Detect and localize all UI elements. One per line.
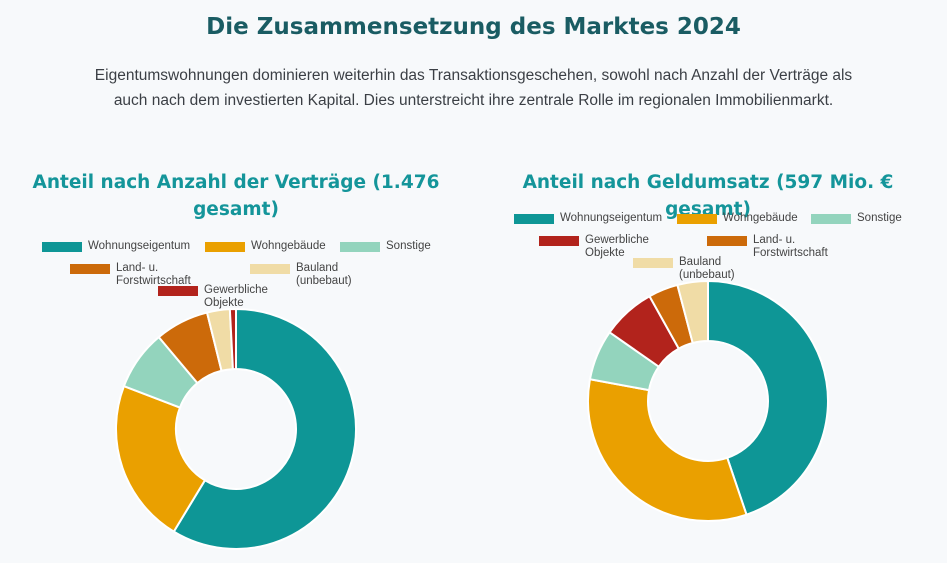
intro-text: Eigentumswohnungen dominieren weiterhin … [94,67,853,109]
legend-label: Land- u. Forstwirtschaft [116,262,191,287]
legend-swatch [539,236,579,246]
legend-label: Wohngebäude [723,212,798,224]
slice-wohngebäude[interactable] [115,384,207,533]
legend-swatch [340,242,380,252]
legend-swatch [205,242,245,252]
slice-bauland-unbebaut-[interactable] [676,279,709,345]
page-title: Die Zusammensetzung des Marktes 2024 [206,14,741,40]
slice-wohngebäude[interactable] [587,378,748,522]
legend-label: Wohnungseigentum [88,240,191,252]
slice-gewerbliche-objekte[interactable] [228,307,237,371]
legend-label: Wohnungseigentum [560,212,663,224]
legend-label: Bauland (unbebaut) [679,256,735,281]
legend-swatch [250,264,290,274]
legend-swatch [811,214,851,224]
legend-label: Gewerbliche Objekte [585,234,649,259]
legend-label: Wohngebäude [251,240,326,252]
legend-swatch [70,264,110,274]
slice-wohnungseigentum[interactable] [707,279,829,516]
doughnut-chart-contracts [115,307,357,550]
legend-swatch [514,214,554,224]
legend-swatch [158,286,198,296]
legend-label: Sonstige [386,240,431,252]
slice-wohnungseigentum[interactable] [172,307,357,550]
legend-swatch [677,214,717,224]
legend-label: Sonstige [857,212,902,224]
legend-label: Gewerbliche Objekte [204,284,268,309]
legend-swatch [707,236,747,246]
legend-swatch [633,258,673,268]
legend-label: Bauland (unbebaut) [296,262,352,287]
doughnut-chart-turnover [587,279,829,522]
legend-swatch [42,242,82,252]
chart-title-turnover: Anteil nach Geldumsatz (597 Mio. € gesam… [522,172,894,220]
chart-title-contracts: Anteil nach Anzahl der Verträge (1.476 g… [32,172,440,220]
legend-label: Land- u. Forstwirtschaft [753,234,828,259]
